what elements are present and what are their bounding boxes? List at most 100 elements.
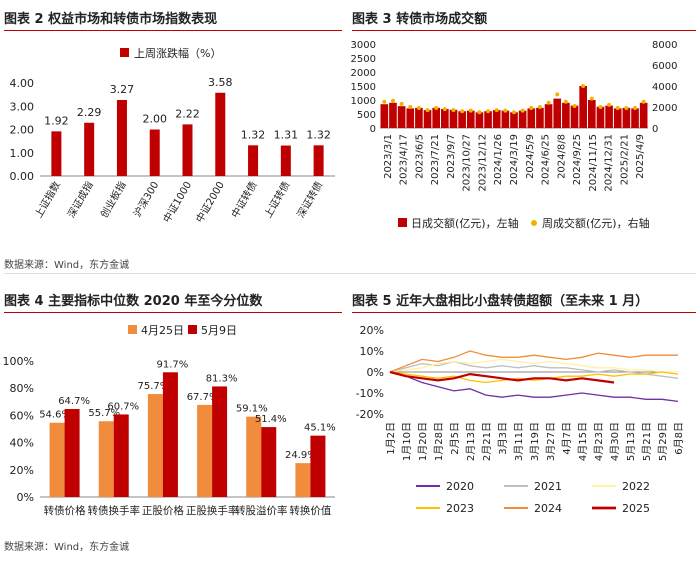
fig4-category-label: 转债价格 [44, 504, 86, 517]
fig3-bar [510, 112, 518, 128]
fig3-point [434, 106, 439, 111]
fig5-series-line [389, 370, 615, 384]
fig4-data-label: 45.1% [304, 423, 336, 434]
fig2-ytick-label: 1.00 [10, 147, 35, 160]
fig2-category-label: 上证指数 [32, 179, 63, 220]
fig3-point [537, 105, 542, 109]
fig3-bar [492, 110, 501, 128]
fig4-title-rule [4, 312, 342, 313]
fig3-bar [475, 112, 484, 128]
fig5-legend-label: 2022 [622, 480, 650, 493]
fig4-ytick-label: 40% [10, 437, 34, 450]
fig5-chart: 20% 10% 0% -10% -20%1月2日 1月10日 1月20日 1月28日 2月5日 2… [356, 324, 685, 515]
fig2-ytick-label: 3.00 [10, 100, 35, 113]
fig3-left-ytick: 2000 [351, 68, 376, 79]
fig4-bar [113, 414, 129, 497]
fig4-data-label: 64.7% [58, 396, 90, 407]
fig3-title-rule [352, 30, 696, 31]
fig2-category-label: 中证转债 [228, 179, 259, 220]
fig2-ytick-label: 4.00 [10, 77, 35, 90]
fig3-xtick-label: 2023/12/12 [477, 134, 488, 192]
fig2-category-label: 中证1000 [160, 179, 194, 225]
fig2-ytick-label: 2.00 [10, 124, 35, 137]
fig5-ytick-label: -20% [356, 408, 384, 421]
fig4-data-label: 81.3% [206, 373, 238, 384]
fig3-bar [501, 110, 510, 128]
fig4-category-label: 转换价值 [289, 504, 331, 517]
fig5-xtick-label: 4月30日 [609, 422, 621, 461]
source-divider-top [4, 273, 696, 274]
fig5-xtick-label: 1月20日 [417, 422, 429, 461]
fig5-legend-label: 2025 [622, 502, 650, 515]
fig3-xtick-label: 2023/10/27 [462, 134, 473, 192]
fig5-ytick-label: 0% [367, 366, 384, 379]
fig5-xtick-label: 4月15日 [577, 422, 589, 461]
fig2-legend-label: 上周涨跌幅（%） [134, 46, 221, 60]
fig3-point [633, 106, 638, 111]
fig3-bar [536, 107, 544, 128]
fig3-left-ytick: 2500 [351, 54, 376, 65]
fig4-legend-swatch [128, 325, 137, 334]
fig2-bar [116, 99, 127, 176]
fig5-xtick-label: 5月21日 [641, 422, 653, 461]
fig4-data-label: 60.7% [107, 401, 139, 412]
fig5-xtick-label: 5月13日 [625, 422, 637, 461]
fig4-data-label: 51.4% [255, 414, 287, 425]
fig2-data-label: 1.92 [44, 114, 69, 127]
fig4-bar [261, 427, 277, 497]
fig3-left-ytick: 0 [370, 124, 376, 135]
fig4-bar [310, 435, 326, 497]
fig3-xtick-label: 2023/3/1 [383, 134, 394, 179]
fig2-bar [280, 145, 291, 176]
fig3-point [477, 110, 482, 115]
fig5-ytick-label: 10% [360, 345, 384, 358]
fig3-point [442, 107, 447, 112]
fig3-point [555, 92, 560, 97]
fig5-xtick-label: 1月10日 [401, 422, 413, 461]
fig4-data-label: 55.7% [88, 408, 120, 419]
fig3-bar [631, 108, 639, 128]
fig3-right-ytick: 0 [652, 124, 658, 135]
fig3-point [607, 102, 612, 107]
fig2-category-label: 沪深300 [131, 179, 162, 219]
fig3-bar [389, 102, 397, 128]
fig2-bar [313, 145, 324, 176]
fig5-xtick-label: 3月27日 [545, 422, 557, 461]
fig5-xtick-label: 2月5日 [449, 422, 461, 455]
fig4-data-label: 24.9% [285, 450, 317, 461]
fig3-bar [544, 104, 553, 128]
fig5-xtick-label: 5月29日 [657, 422, 669, 461]
fig2-title-rule [4, 30, 342, 31]
fig4-data-label: 54.6% [39, 410, 71, 421]
fig5-xtick-label: 3月3日 [497, 422, 509, 455]
fig3-xtick-label: 2024/9/25 [572, 134, 583, 185]
fig3-xtick-label: 2024/1/26 [493, 134, 504, 185]
fig3-bar [527, 108, 536, 128]
fig5-legend-label: 2021 [534, 480, 562, 493]
fig3-point [382, 99, 387, 104]
fig4-bar [246, 416, 262, 497]
fig5-title: 图表 5 近年大盘相比小盘转债超额（至未来 1 月） [352, 294, 649, 309]
fig3-xtick-label: 2024/11/15 [588, 134, 599, 192]
fig2-category-label: 上证转债 [261, 179, 292, 220]
fig2-bar [149, 129, 160, 176]
fig3-bar [570, 105, 579, 128]
fig3-bar [484, 111, 492, 128]
fig3-point [520, 108, 525, 113]
fig4-data-label: 59.1% [236, 404, 268, 415]
fig4-bar [49, 422, 65, 497]
fig3-bar [639, 102, 648, 128]
source-note-top: 数据来源：Wind，东方金诚 [4, 260, 130, 271]
fig3-bar [562, 102, 570, 128]
fig2-data-label: 1.31 [274, 129, 299, 142]
fig3-point [408, 105, 413, 109]
fig3-point [581, 84, 586, 88]
fig3-left-ytick: 1500 [351, 82, 376, 93]
fig3-xtick-label: 2023/6/5 [414, 134, 425, 179]
fig3-xtick-label: 2024/8/8 [556, 134, 567, 179]
fig5-xtick-label: 3月19日 [529, 422, 541, 461]
fig3-xtick-label: 2024/6/25 [541, 134, 552, 185]
fig2-data-label: 2.22 [175, 107, 200, 120]
fig3-xtick-label: 2024/3/19 [509, 134, 520, 185]
fig4-category-label: 正股换手率 [186, 504, 239, 517]
